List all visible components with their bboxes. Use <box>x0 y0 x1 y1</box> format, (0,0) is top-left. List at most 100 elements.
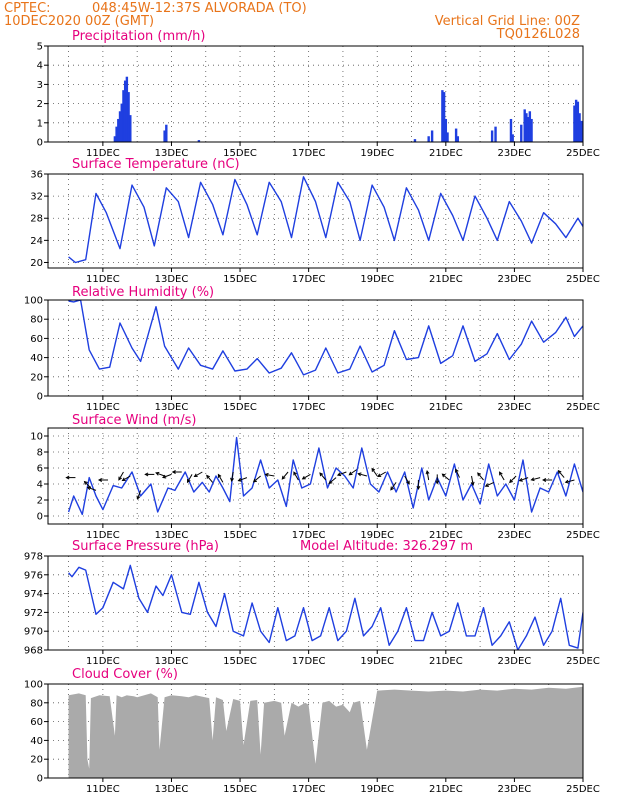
wind-arrow-head <box>542 478 547 482</box>
wind-arrow-shaft <box>455 469 460 478</box>
wind-arrow-head <box>336 472 342 477</box>
wind-arrow-shaft <box>509 475 517 483</box>
wind-frame <box>47 427 584 525</box>
y-tick-label: 4 <box>37 61 43 72</box>
precip-bar <box>509 118 513 142</box>
precip-bar <box>574 99 578 142</box>
wind-arrow-head <box>193 473 198 478</box>
y-tick-label: 28 <box>30 214 43 225</box>
x-tick-label: 13DEC <box>155 148 189 159</box>
x-tick-label: 21DEC <box>429 402 463 413</box>
precip-bar <box>163 130 166 142</box>
wind-arrow-head <box>264 472 269 477</box>
rh-series-line <box>68 300 583 376</box>
y-tick-label: 80 <box>30 315 43 326</box>
panels: 0 1 2 3 4 5 11DEC 13DEC 15DEC 17DEC 19DEC 21DEC 23DE… <box>24 42 600 796</box>
wind-arrow-head <box>441 473 446 478</box>
wind-arrow-head <box>416 485 421 491</box>
y-tick-label: 978 <box>24 552 43 563</box>
precip-bar <box>580 120 583 142</box>
wind-arrow-head <box>328 480 333 485</box>
y-tick-label: 5 <box>37 42 43 53</box>
y-tick-label: 24 <box>30 236 43 247</box>
x-tick-label: 19DEC <box>360 530 394 541</box>
precip-bar <box>573 105 576 142</box>
y-tick-label: 10 <box>30 432 43 443</box>
x-tick-label: 23DEC <box>498 530 532 541</box>
wind-arrow-shaft <box>390 482 397 491</box>
wind-arrow-shaft <box>531 477 541 481</box>
wind-arrow-head <box>237 477 242 482</box>
y-tick-label: 4 <box>37 480 43 491</box>
x-tick-label: 23DEC <box>498 402 532 413</box>
wind-arrow-head <box>118 476 122 481</box>
x-tick-label: 21DEC <box>429 530 463 541</box>
pressure-title: Surface Pressure (hPa) <box>72 539 219 554</box>
wind-arrow-shaft <box>265 473 275 477</box>
wind-arrow-head <box>136 495 141 500</box>
wind-arrow-head <box>293 471 297 476</box>
wind-arrow-head <box>406 480 410 485</box>
wind-arrow-head <box>371 467 376 472</box>
y-tick-label: 974 <box>24 589 43 600</box>
precip-bar <box>528 111 532 142</box>
wind-title: Surface Wind (m/s) <box>72 413 196 428</box>
x-tick-label: 11DEC <box>86 656 120 667</box>
x-tick-label: 19DEC <box>360 784 394 795</box>
wind-arrow-head <box>377 473 382 478</box>
wind-arrow-head <box>155 471 160 476</box>
wind-arrow-head <box>477 472 481 477</box>
precip-bar <box>446 132 449 142</box>
wind-arrow-head <box>557 469 562 474</box>
precip-bar <box>494 126 497 142</box>
x-tick-label: 15DEC <box>223 148 257 159</box>
wind-arrow-head <box>171 470 176 474</box>
precip-bar <box>125 76 129 142</box>
x-tick-label: 11DEC <box>86 402 120 413</box>
y-tick-label: 40 <box>30 353 43 364</box>
precip-panel: 0 1 2 3 4 5 11DEC 13DEC 15DEC 17DEC 19DEC 21DEC 23DE… <box>37 42 600 160</box>
wind-arrow-head <box>518 477 523 482</box>
rh-frame <box>47 299 584 397</box>
y-tick-label: 1 <box>37 118 43 129</box>
x-tick-label: 19DEC <box>360 656 394 667</box>
precip-bar <box>127 92 130 142</box>
wind-arrow-shaft <box>194 471 203 477</box>
precip-bar <box>456 136 460 142</box>
y-tick-label: 20 <box>30 755 43 766</box>
wind-series-line <box>67 436 583 516</box>
wind-panel: 0 2 4 6 8 10 11DEC 13DEC 15DEC 17DEC 19DEC 21DEC 23D… <box>30 427 600 541</box>
cloud-title: Cloud Cover (%) <box>72 667 178 682</box>
wind-arrow-head <box>499 471 503 476</box>
wind-arrow-shaft <box>565 479 575 483</box>
precip-bar <box>530 118 533 142</box>
x-tick-label: 23DEC <box>498 148 532 159</box>
precip-bar <box>520 124 523 142</box>
precip-bar <box>165 124 168 142</box>
y-tick-label: 80 <box>30 698 43 709</box>
wind-arrow-shaft <box>442 473 450 481</box>
wind-arrow-head <box>470 481 475 486</box>
x-tick-label: 17DEC <box>292 784 326 795</box>
cloud-panel: 0 20 40 60 80 100 11DEC 13DEC 15DEC 17DEC 19DEC 21D… <box>24 680 600 796</box>
wind-arrow-head <box>230 477 234 482</box>
wind-arrow-head <box>206 474 210 479</box>
wind-arrow-head <box>357 472 362 477</box>
precip-bar <box>576 101 580 142</box>
wind-arrow-shaft <box>206 475 213 483</box>
wind-arrow-head <box>144 472 149 477</box>
precip-bar <box>413 139 417 142</box>
wind-arrow-head <box>217 473 222 478</box>
header-source: CPTEC: <box>4 1 51 16</box>
wind-arrow-head <box>65 475 70 480</box>
x-tick-label: 25DEC <box>566 656 600 667</box>
x-tick-label: 11DEC <box>86 148 120 159</box>
y-tick-label: 970 <box>24 627 43 638</box>
x-tick-label: 21DEC <box>429 656 463 667</box>
rh-title: Relative Humidity (%) <box>72 285 214 300</box>
precip-bar <box>129 115 132 142</box>
precip-frame <box>47 45 584 143</box>
x-tick-label: 21DEC <box>429 274 463 285</box>
wind-arrow-head <box>83 480 88 485</box>
y-tick-label: 0 <box>37 774 43 785</box>
